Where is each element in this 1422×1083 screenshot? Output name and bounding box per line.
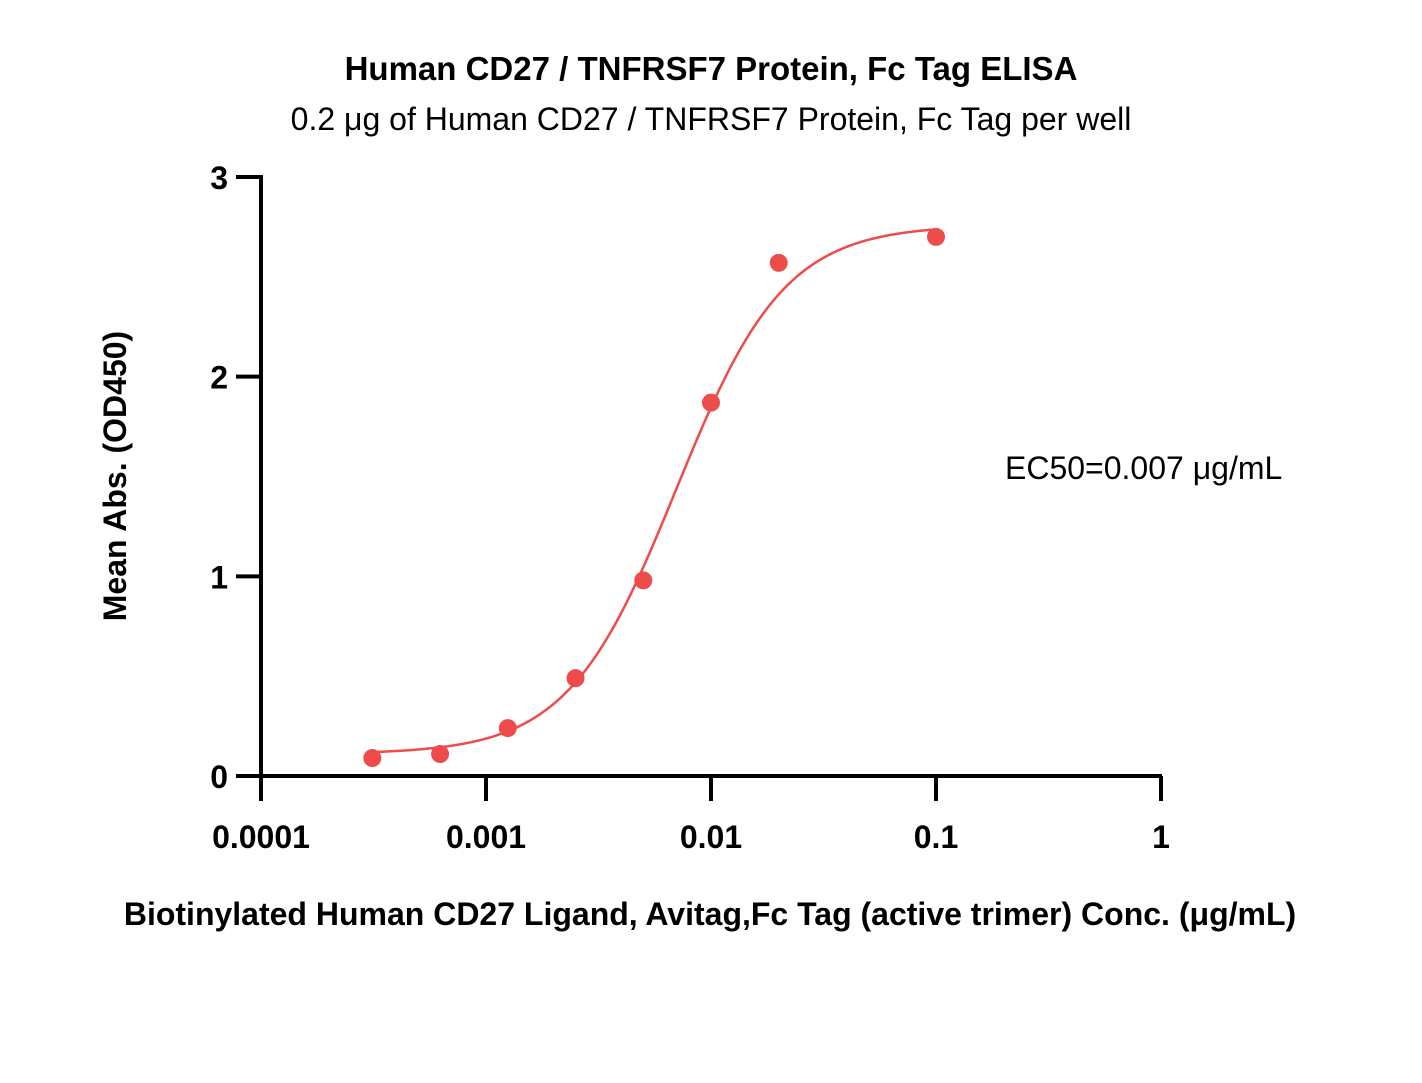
data-point (702, 393, 720, 412)
x-tick-label: 0.1 (914, 819, 958, 855)
chart-subtitle: 0.2 μg of Human CD27 / TNFRSF7 Protein, … (291, 101, 1132, 137)
data-point (927, 227, 945, 246)
y-tick-label: 1 (210, 559, 228, 595)
data-point (566, 669, 585, 688)
x-tick-label: 1 (1152, 819, 1170, 855)
tick-labels: 0.0001 0.001 0.01 0.1 1 0 1 2 3 (210, 160, 1170, 855)
x-tick-label: 0.001 (446, 819, 526, 855)
data-point (498, 719, 517, 738)
x-tick-label: 0.0001 (212, 819, 310, 855)
ticks (236, 175, 1163, 801)
ec50-annotation: EC50=0.007 μg/mL (1005, 450, 1282, 486)
x-axis-label: Biotinylated Human CD27 Ligand, Avitag,F… (124, 896, 1296, 932)
y-axis-label: Mean Abs. (OD450) (97, 331, 133, 621)
chart-title: Human CD27 / TNFRSF7 Protein, Fc Tag ELI… (345, 50, 1078, 87)
data-points (363, 227, 945, 768)
data-point (363, 749, 382, 768)
y-tick-label: 3 (210, 160, 228, 196)
data-point (431, 745, 450, 764)
fit-curve (372, 228, 937, 754)
data-point (769, 253, 788, 272)
y-tick-label: 0 (210, 759, 228, 795)
y-tick-label: 2 (210, 360, 228, 396)
data-point (634, 571, 653, 590)
x-tick-label: 0.01 (680, 819, 742, 855)
